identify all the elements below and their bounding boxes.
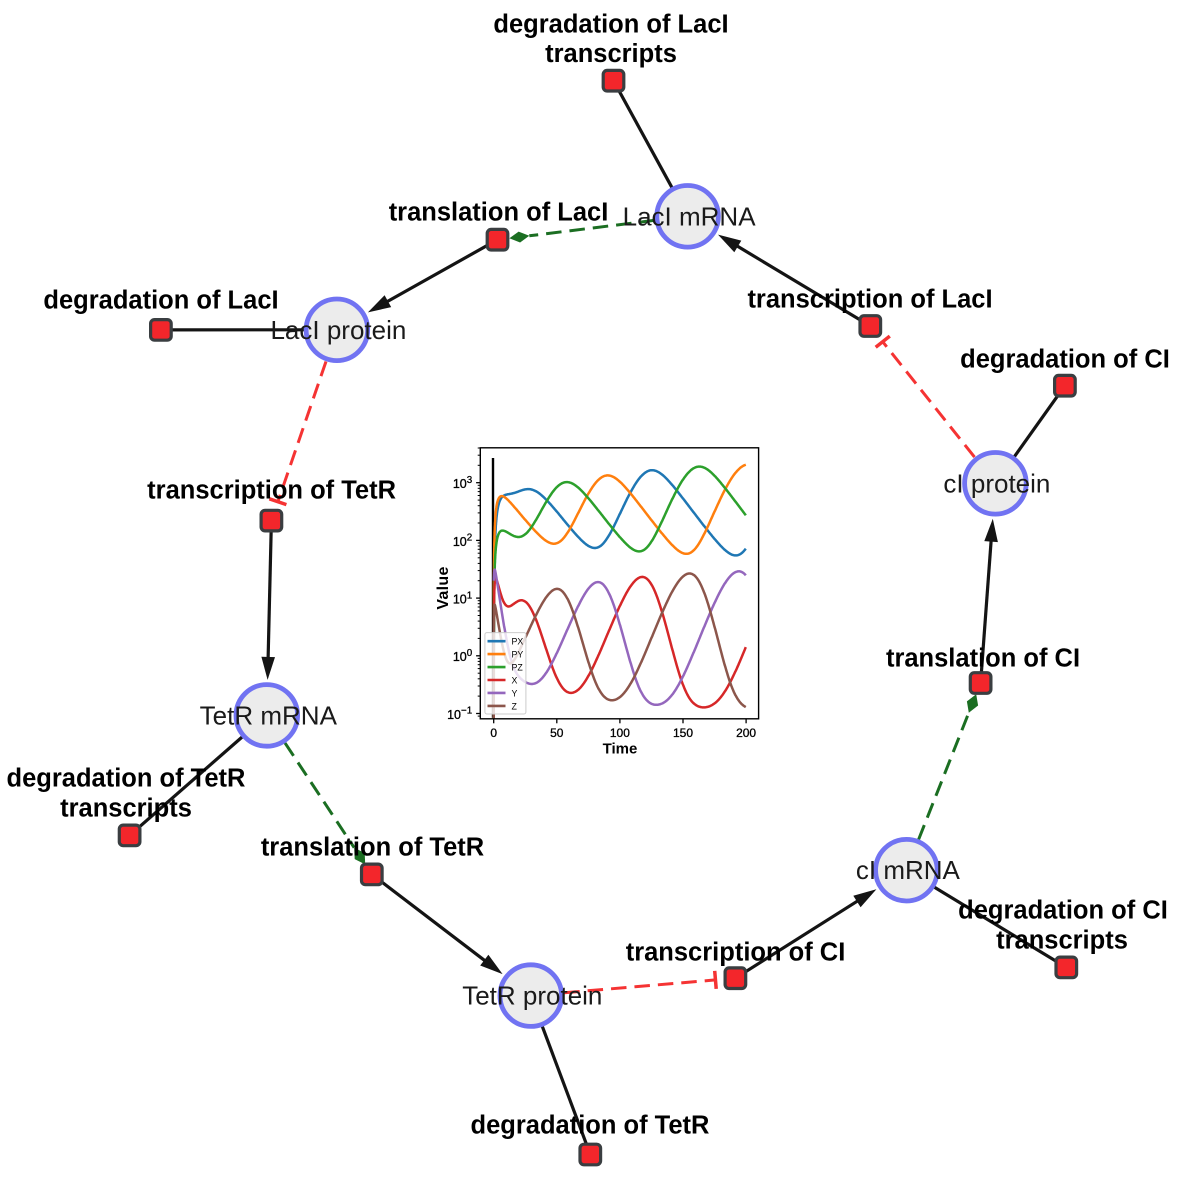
svg-text:transcription of TetR: transcription of TetR	[147, 477, 396, 505]
svg-text:transcripts: transcripts	[60, 795, 192, 823]
svg-text:degradation of LacI: degradation of LacI	[493, 11, 728, 39]
svg-text:Value: Value	[435, 566, 452, 609]
svg-text:cI mRNA: cI mRNA	[856, 855, 961, 885]
svg-text:degradation of CI: degradation of CI	[960, 346, 1170, 374]
svg-text:PX: PX	[512, 637, 524, 647]
svg-text:PZ: PZ	[512, 663, 524, 673]
svg-text:PY: PY	[512, 650, 524, 660]
svg-text:transcription of LacI: transcription of LacI	[747, 286, 992, 314]
svg-text:Y: Y	[512, 688, 518, 698]
svg-text:degradation of TetR: degradation of TetR	[7, 765, 246, 793]
svg-text:LacI mRNA: LacI mRNA	[623, 201, 757, 231]
svg-text:150: 150	[673, 726, 693, 740]
svg-text:TetR protein: TetR protein	[462, 981, 602, 1011]
svg-text:cI protein: cI protein	[943, 468, 1050, 498]
svg-text:degradation of CI: degradation of CI	[958, 897, 1168, 925]
svg-text:50: 50	[550, 726, 564, 740]
svg-text:0: 0	[490, 726, 497, 740]
svg-text:translation of TetR: translation of TetR	[261, 834, 484, 862]
svg-text:degradation of TetR: degradation of TetR	[471, 1112, 710, 1140]
svg-text:transcription of CI: transcription of CI	[626, 939, 846, 967]
svg-text:LacI protein: LacI protein	[270, 315, 406, 345]
svg-text:degradation of LacI: degradation of LacI	[43, 287, 278, 315]
svg-text:translation of CI: translation of CI	[886, 645, 1080, 673]
svg-text:X: X	[512, 676, 518, 686]
svg-text:transcripts: transcripts	[996, 927, 1128, 955]
svg-text:100: 100	[610, 726, 630, 740]
svg-text:transcripts: transcripts	[545, 40, 677, 68]
svg-text:Z: Z	[512, 701, 518, 711]
svg-text:200: 200	[736, 726, 756, 740]
svg-text:Time: Time	[603, 741, 638, 758]
svg-text:translation of LacI: translation of LacI	[389, 199, 609, 227]
svg-text:TetR mRNA: TetR mRNA	[200, 700, 338, 730]
